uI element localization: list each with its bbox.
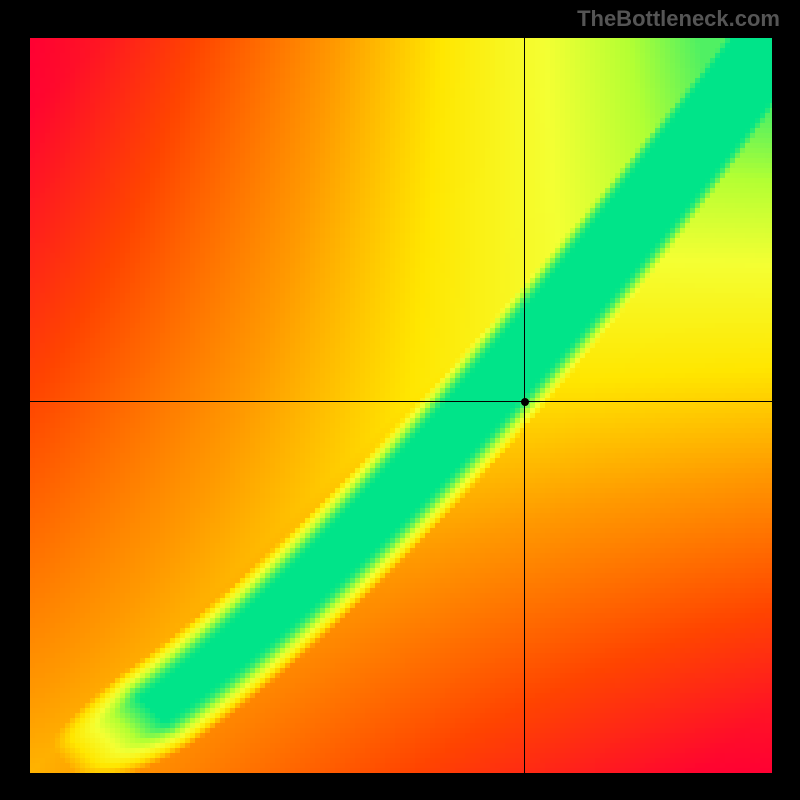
heatmap-canvas [30,38,772,773]
crosshair-horizontal [30,401,772,402]
watermark-text: TheBottleneck.com [577,6,780,32]
crosshair-marker [521,398,529,406]
chart-container: TheBottleneck.com [0,0,800,800]
